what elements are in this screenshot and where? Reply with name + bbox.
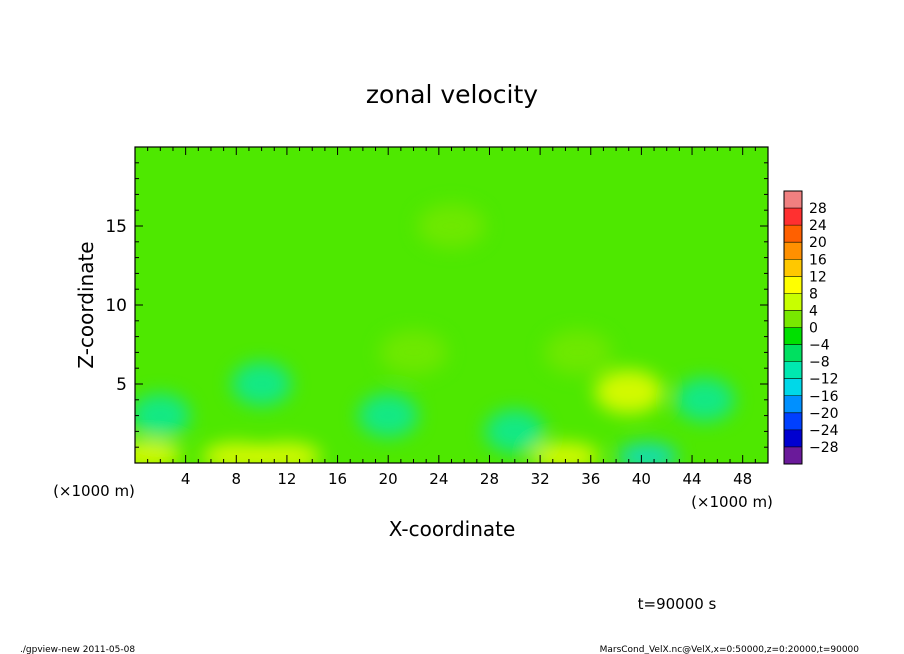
colorbar-label: −28 (809, 440, 839, 456)
field-feature-5 (231, 362, 292, 406)
colorbar-label: −16 (809, 389, 839, 405)
colorbar-swatch (784, 446, 802, 465)
colorbar-label: −8 (809, 355, 830, 371)
colorbar-swatch (784, 225, 802, 243)
plot-area (134, 146, 769, 464)
colorbar-swatch (784, 191, 802, 209)
y-tick-label: 10 (105, 296, 127, 316)
x-tick-label: 12 (277, 470, 296, 488)
colorbar-swatch (784, 276, 802, 294)
velocity-field (135, 204, 735, 463)
field-feature-6 (135, 393, 191, 438)
x-tick-label: 36 (581, 470, 600, 488)
x-axis-label: X-coordinate (389, 517, 516, 541)
colorbar-swatch (784, 293, 802, 311)
x-tick-label: 8 (232, 470, 242, 488)
footer-right: MarsCond_VelX.nc@VelX,x=0:50000,z=0:2000… (600, 645, 860, 654)
x-tick-label: 16 (328, 470, 347, 488)
chart-title: zonal velocity (366, 80, 538, 109)
x-tick-label: 40 (632, 470, 651, 488)
colorbar-label: −20 (809, 406, 839, 422)
field-feature-13 (417, 204, 486, 248)
plot-background (135, 147, 768, 463)
x-unit-right: (×1000 m) (691, 493, 773, 511)
x-unit-left: (×1000 m) (53, 482, 135, 500)
colorbar-swatch (784, 327, 802, 345)
colorbar-label: 4 (809, 303, 818, 319)
colorbar-swatch (784, 208, 802, 226)
colorbar-swatch (784, 361, 802, 379)
colorbar-swatch (784, 242, 802, 260)
footer-left: ./gpview-new 2011-05-08 (20, 645, 135, 654)
colorbar-label: 24 (809, 218, 827, 234)
field-feature-11 (379, 330, 448, 375)
field-feature-0 (135, 441, 182, 463)
x-tick-label: 20 (379, 470, 398, 488)
colorbar-label: −4 (809, 338, 830, 354)
colorbar-swatch (784, 378, 802, 397)
colorbar-label: 8 (809, 286, 818, 302)
colorbar-label: 12 (809, 269, 827, 285)
field-feature-4 (617, 442, 678, 463)
colorbar-swatch (784, 429, 802, 448)
x-tick-label: 28 (480, 470, 499, 488)
colorbar-label: −12 (809, 372, 839, 388)
colorbar-label: 0 (809, 321, 818, 337)
x-tick-label: 48 (733, 470, 752, 488)
colorbar-swatch (784, 395, 802, 414)
field-feature-9 (594, 369, 663, 414)
x-tick-label: 44 (682, 470, 701, 488)
field-feature-10 (674, 377, 735, 422)
x-tick-label: 4 (181, 470, 191, 488)
colorbar-label: 20 (809, 235, 827, 251)
y-axis: 5 10 15 (105, 162, 768, 448)
field-feature-8 (484, 409, 545, 454)
colorbar-label: 16 (809, 252, 827, 268)
colorbar-swatch (784, 259, 802, 277)
colorbar-swatch (784, 344, 802, 362)
time-annotation: t=90000 s (638, 595, 717, 613)
field-feature-3 (531, 442, 600, 463)
y-tick-label: 5 (116, 375, 127, 395)
field-feature-2 (252, 442, 321, 463)
colorbar-swatch (784, 412, 802, 431)
y-tick-label: 15 (105, 217, 127, 237)
colorbar-swatch (784, 310, 802, 328)
colorbar-label: −24 (809, 423, 839, 439)
field-feature-12 (544, 330, 613, 375)
x-tick-label: 32 (531, 470, 550, 488)
x-tick-label: 24 (429, 470, 448, 488)
y-axis-label: Z-coordinate (74, 241, 98, 368)
colorbar-label: 28 (809, 201, 827, 217)
x-axis: 4 8 12 16 20 24 28 32 36 40 44 48 (147, 147, 756, 488)
field-feature-7 (358, 393, 419, 438)
